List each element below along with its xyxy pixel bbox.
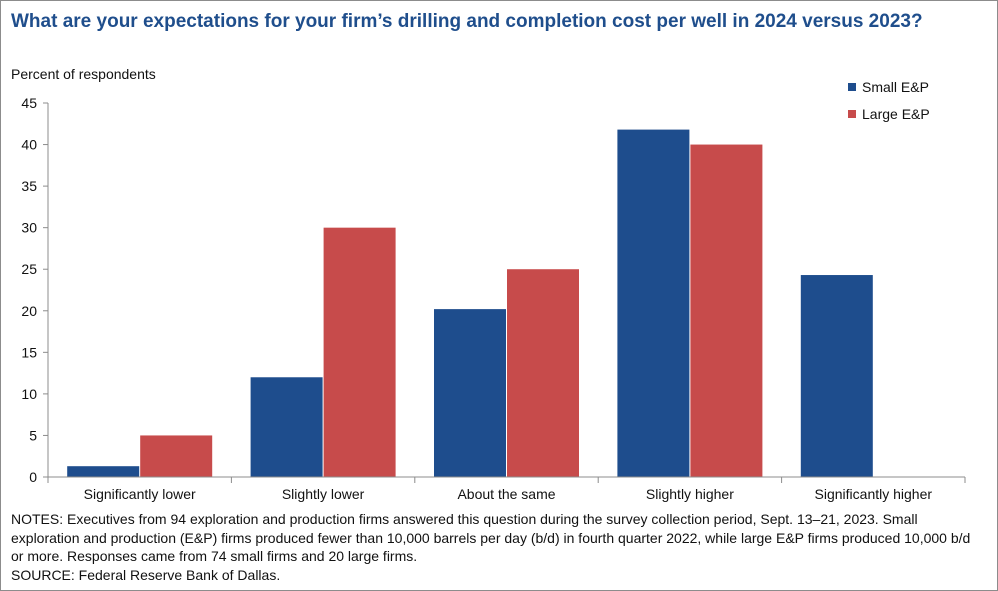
x-tick-label: Slightly lower bbox=[282, 486, 365, 502]
legend-swatch-large bbox=[848, 110, 856, 118]
source-text: SOURCE: Federal Reserve Bank of Dallas. bbox=[11, 566, 281, 583]
y-tick-label: 15 bbox=[21, 344, 37, 360]
y-tick-label: 0 bbox=[29, 469, 37, 485]
y-tick-label: 35 bbox=[21, 178, 37, 194]
y-tick-label: 40 bbox=[21, 137, 37, 153]
notes-text: NOTES: Executives from 94 exploration an… bbox=[11, 511, 971, 564]
x-tick-label: Significantly higher bbox=[815, 486, 933, 502]
y-tick-label: 20 bbox=[21, 303, 37, 319]
bar-small bbox=[434, 309, 506, 477]
bar-large bbox=[140, 435, 213, 477]
bar-large bbox=[323, 227, 396, 477]
x-tick-label: About the same bbox=[457, 486, 555, 502]
bar-large bbox=[507, 269, 579, 477]
y-tick-label: 5 bbox=[29, 427, 37, 443]
y-tick-label: 25 bbox=[21, 261, 37, 277]
legend: Small E&P Large E&P bbox=[848, 76, 930, 130]
x-tick-label: Slightly higher bbox=[646, 486, 734, 502]
bar-small bbox=[250, 377, 323, 477]
bar-small bbox=[617, 129, 690, 477]
bar-small bbox=[67, 466, 140, 477]
y-tick-label: 45 bbox=[21, 95, 37, 111]
legend-item-large: Large E&P bbox=[848, 103, 930, 125]
bar-small bbox=[800, 275, 873, 477]
legend-label-large: Large E&P bbox=[862, 106, 930, 122]
legend-item-small: Small E&P bbox=[848, 76, 930, 98]
legend-label-small: Small E&P bbox=[862, 79, 929, 95]
x-tick-label: Significantly lower bbox=[84, 486, 196, 502]
y-axis-label: Percent of respondents bbox=[11, 66, 156, 82]
y-tick-label: 30 bbox=[21, 220, 37, 236]
legend-swatch-small bbox=[848, 83, 856, 91]
bar-large bbox=[690, 144, 763, 478]
chart-title: What are your expectations for your firm… bbox=[11, 11, 923, 32]
y-tick-label: 10 bbox=[21, 386, 37, 402]
notes-block: NOTES: Executives from 94 exploration an… bbox=[11, 510, 986, 584]
